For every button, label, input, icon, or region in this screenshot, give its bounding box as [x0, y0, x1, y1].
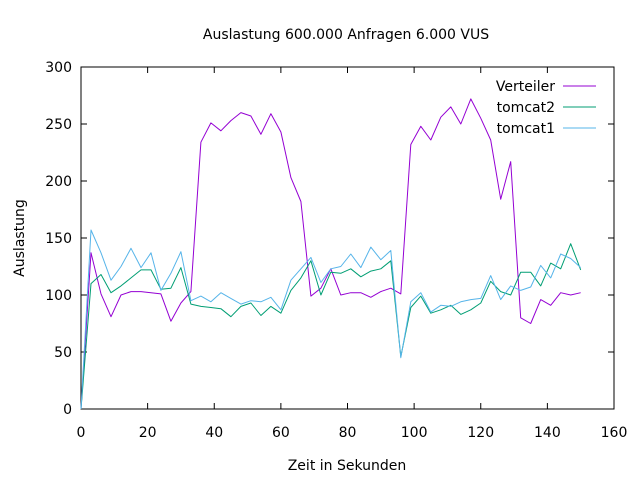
y-axis-ticks: 0 50 100 150 200 250 300: [45, 60, 614, 418]
x-tick-label: 60: [272, 425, 290, 441]
series-line-tomcat1: [80, 229, 582, 410]
legend-label: tomcat2: [497, 100, 555, 116]
y-tick-label: 250: [45, 117, 72, 133]
x-tick-label: 140: [534, 425, 561, 441]
series-line-verteiler: [80, 98, 581, 410]
legend-label: tomcat1: [497, 121, 555, 137]
y-tick-label: 150: [45, 231, 72, 247]
y-tick-label: 200: [45, 174, 72, 190]
x-tick-label: 40: [205, 425, 223, 441]
chart-title: Auslastung 600.000 Anfragen 6.000 VUS: [203, 27, 489, 43]
x-tick-label: 0: [77, 425, 86, 441]
x-axis-ticks: 0 20 40 60 80 100 120 140 160: [77, 67, 628, 441]
x-tick-label: 20: [139, 425, 157, 441]
legend: Verteiler tomcat2 tomcat1: [496, 79, 596, 137]
x-tick-label: 80: [339, 425, 357, 441]
series-lines: [80, 98, 582, 410]
x-tick-label: 120: [467, 425, 494, 441]
y-axis-label: Auslastung: [12, 199, 28, 277]
y-tick-label: 0: [63, 402, 72, 418]
y-tick-label: 300: [45, 60, 72, 76]
series-line-tomcat2: [80, 243, 582, 410]
y-tick-label: 50: [54, 345, 72, 361]
x-tick-label: 160: [601, 425, 628, 441]
plot-frame: [80, 66, 615, 410]
x-tick-label: 100: [401, 425, 428, 441]
y-tick-label: 100: [45, 288, 72, 304]
x-axis-label: Zeit in Sekunden: [288, 458, 407, 474]
legend-label: Verteiler: [496, 79, 555, 95]
